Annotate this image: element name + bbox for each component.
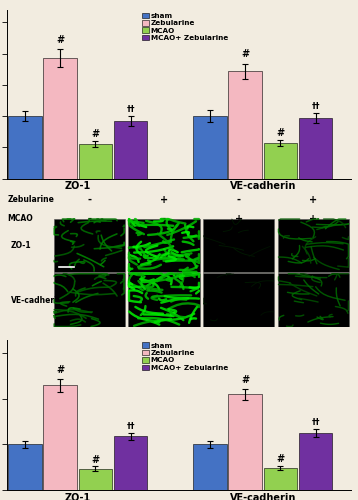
Bar xyxy=(128,219,200,272)
Bar xyxy=(128,274,200,327)
Text: VE-cadherin: VE-cadherin xyxy=(11,296,63,304)
Bar xyxy=(8,444,42,490)
Bar xyxy=(43,385,77,490)
Legend: sham, Zebularine, MCAO, MCAO+ Zebularine: sham, Zebularine, MCAO, MCAO+ Zebularine xyxy=(141,342,229,372)
Text: ††: †† xyxy=(311,418,320,428)
Bar xyxy=(228,71,262,178)
Text: +: + xyxy=(309,214,318,224)
Bar xyxy=(278,274,349,327)
Text: #: # xyxy=(56,365,64,375)
Text: #: # xyxy=(91,130,100,140)
Bar xyxy=(78,468,112,490)
Text: #: # xyxy=(276,454,284,464)
Bar xyxy=(203,219,274,272)
Text: +: + xyxy=(160,195,168,205)
Bar xyxy=(8,116,42,178)
Text: #: # xyxy=(56,34,64,44)
Text: ††: †† xyxy=(126,422,135,431)
Text: ZO-1: ZO-1 xyxy=(11,241,31,250)
Text: MCAO: MCAO xyxy=(7,214,33,223)
Bar xyxy=(299,118,332,178)
Bar xyxy=(114,436,147,490)
Bar xyxy=(278,219,349,272)
Bar xyxy=(228,394,262,490)
Bar xyxy=(299,433,332,490)
Bar xyxy=(263,468,297,490)
Legend: sham, Zebularine, MCAO, MCAO+ Zebularine: sham, Zebularine, MCAO, MCAO+ Zebularine xyxy=(141,12,229,42)
Text: ††: †† xyxy=(311,102,320,112)
Text: +: + xyxy=(309,195,318,205)
Text: -: - xyxy=(162,214,166,224)
Bar xyxy=(203,274,274,327)
Bar xyxy=(114,121,147,178)
Text: +: + xyxy=(234,214,243,224)
Bar xyxy=(193,444,227,490)
Bar xyxy=(54,219,125,272)
Text: -: - xyxy=(237,195,241,205)
Text: ††: †† xyxy=(126,106,135,114)
Bar xyxy=(78,144,112,178)
Text: #: # xyxy=(91,455,100,465)
Bar xyxy=(43,58,77,178)
Text: #: # xyxy=(276,128,284,138)
Bar xyxy=(54,274,125,327)
Text: #: # xyxy=(241,50,249,59)
Text: #: # xyxy=(241,375,249,385)
Bar xyxy=(263,143,297,178)
Text: -: - xyxy=(87,214,91,224)
Text: Zebularine: Zebularine xyxy=(7,195,54,204)
Bar xyxy=(193,116,227,178)
Text: -: - xyxy=(87,195,91,205)
